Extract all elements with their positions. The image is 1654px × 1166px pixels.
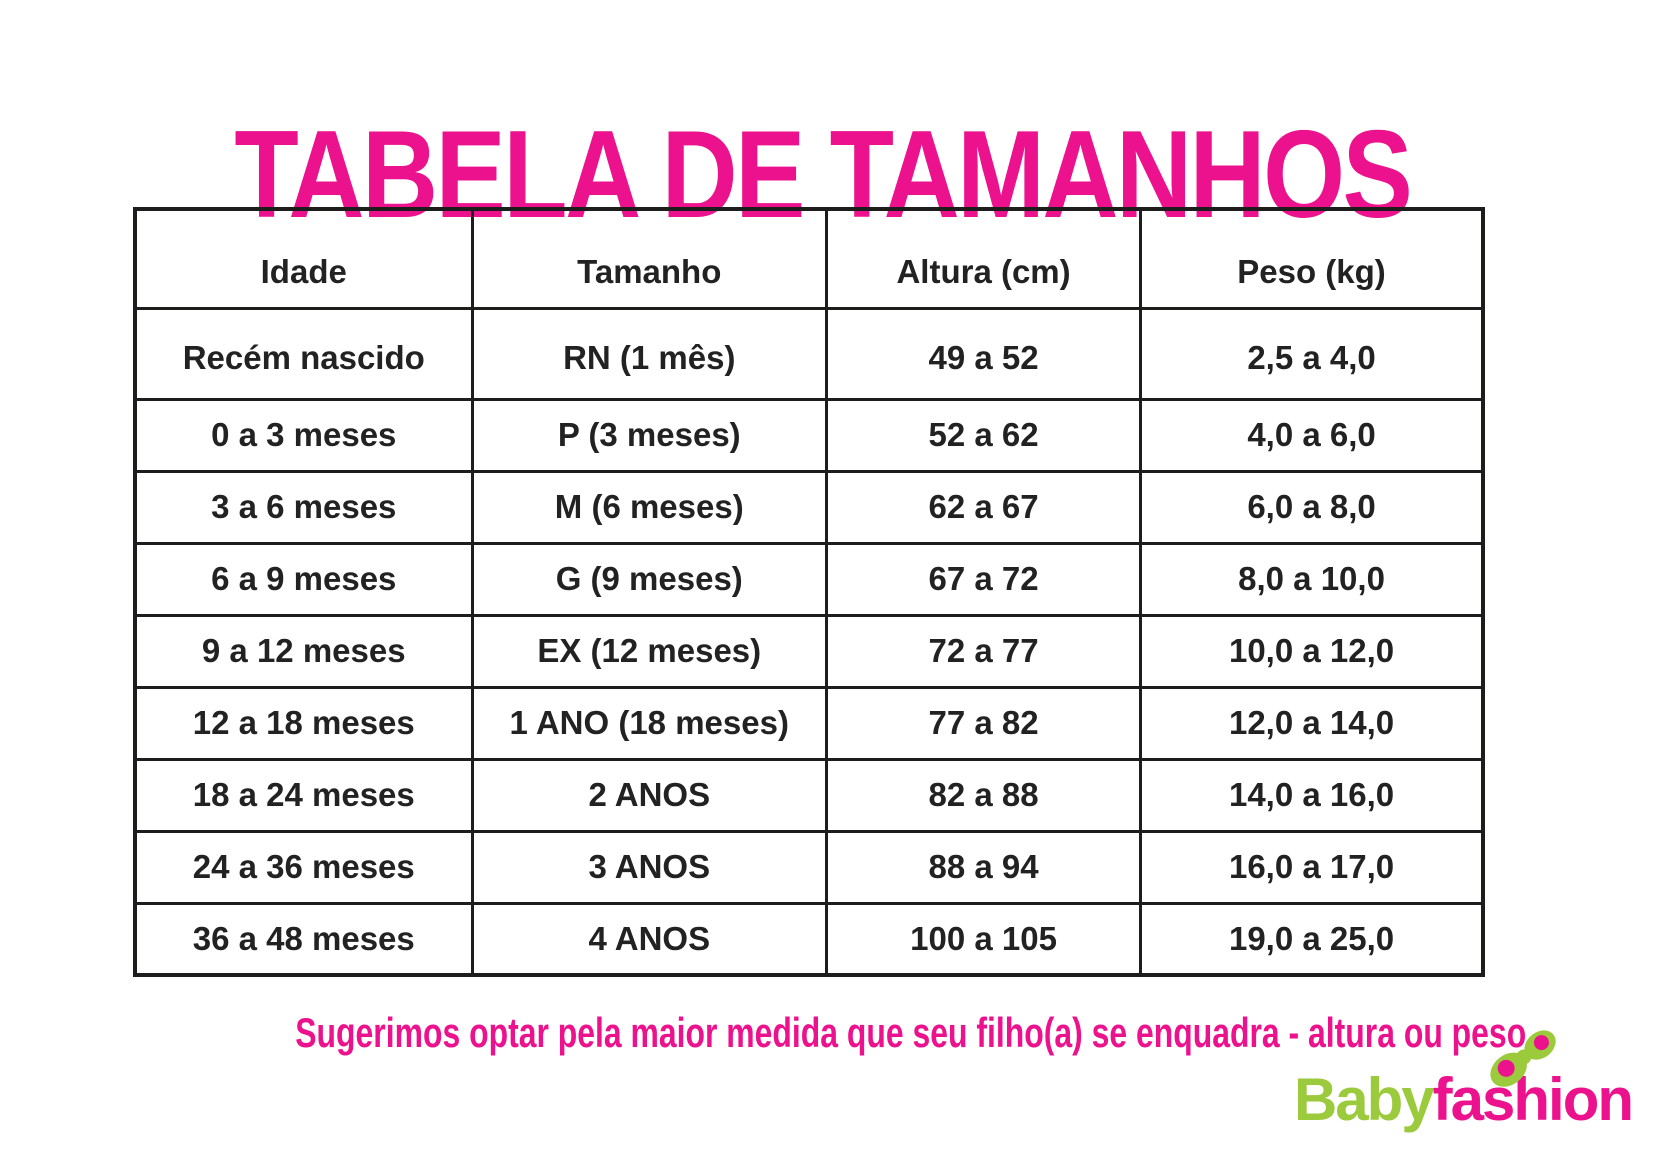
butterfly-bow-icon bbox=[1490, 1030, 1556, 1087]
table-cell: 24 a 36 meses bbox=[133, 829, 474, 905]
logo-text-baby: Baby bbox=[1293, 1066, 1435, 1133]
size-table-body: Recém nascido RN (1 mês) 49 a 52 2,5 a 4,0 0… bbox=[133, 306, 1485, 977]
table-cell: 2 ANOS bbox=[470, 757, 829, 833]
column-header-altura: Altura (cm) bbox=[825, 207, 1143, 310]
table-cell: 72 a 77 bbox=[825, 613, 1143, 689]
table-row: 0 a 3 meses P (3 meses) 52 a 62 4,0 a 6,0 bbox=[133, 397, 1485, 473]
table-row: 9 a 12 meses EX (12 meses) 72 a 77 10,0 a 1… bbox=[133, 613, 1485, 689]
table-cell: 9 a 12 meses bbox=[133, 613, 474, 689]
table-cell: 16,0 a 17,0 bbox=[1139, 829, 1485, 905]
table-row: 12 a 18 meses 1 ANO (18 meses) 77 a 82 12,0… bbox=[133, 685, 1485, 761]
table-cell: 4,0 a 6,0 bbox=[1139, 397, 1485, 473]
column-header-peso: Peso (kg) bbox=[1139, 207, 1485, 310]
table-cell: 12,0 a 14,0 bbox=[1139, 685, 1485, 761]
table-cell: 4 ANOS bbox=[470, 901, 829, 977]
table-cell: 49 a 52 bbox=[825, 306, 1143, 401]
table-cell: 8,0 a 10,0 bbox=[1139, 541, 1485, 617]
table-row: 6 a 9 meses G (9 meses) 67 a 72 8,0 a 10,0 bbox=[133, 541, 1485, 617]
table-cell: 3 a 6 meses bbox=[133, 469, 474, 545]
table-cell: Recém nascido bbox=[133, 306, 474, 401]
table-cell: EX (12 meses) bbox=[470, 613, 829, 689]
table-cell: G (9 meses) bbox=[470, 541, 829, 617]
column-header-idade: Idade bbox=[133, 207, 474, 310]
babyfashion-logo: Babyfashion bbox=[1293, 1030, 1634, 1146]
table-row: 18 a 24 meses 2 ANOS 82 a 88 14,0 a 16,0 bbox=[133, 757, 1485, 833]
table-cell: 36 a 48 meses bbox=[133, 901, 474, 977]
table-cell: 100 a 105 bbox=[825, 901, 1143, 977]
table-cell: M (6 meses) bbox=[470, 469, 829, 545]
table-cell: 88 a 94 bbox=[825, 829, 1143, 905]
table-cell: 14,0 a 16,0 bbox=[1139, 757, 1485, 833]
table-cell: P (3 meses) bbox=[470, 397, 829, 473]
table-cell: 52 a 62 bbox=[825, 397, 1143, 473]
table-cell: 12 a 18 meses bbox=[133, 685, 474, 761]
table-cell: 6,0 a 8,0 bbox=[1139, 469, 1485, 545]
table-cell: 2,5 a 4,0 bbox=[1139, 306, 1485, 401]
table-cell: 10,0 a 12,0 bbox=[1139, 613, 1485, 689]
table-header-row: Idade Tamanho Altura (cm) Peso (kg) bbox=[133, 207, 1485, 310]
table-cell: 1 ANO (18 meses) bbox=[470, 685, 829, 761]
sizing-advice-note: Sugerimos optar pela maior medida que se… bbox=[295, 1009, 1536, 1056]
table-cell: 3 ANOS bbox=[470, 829, 829, 905]
table-cell: 6 a 9 meses bbox=[133, 541, 474, 617]
logo-text-fashion: fashion bbox=[1432, 1066, 1634, 1133]
table-row: Recém nascido RN (1 mês) 49 a 52 2,5 a 4,0 bbox=[133, 306, 1485, 401]
column-header-tamanho: Tamanho bbox=[470, 207, 829, 310]
table-row: 36 a 48 meses 4 ANOS 100 a 105 19,0 a 25,0 bbox=[133, 901, 1485, 977]
table-row: 24 a 36 meses 3 ANOS 88 a 94 16,0 a 17,0 bbox=[133, 829, 1485, 905]
table-cell: 77 a 82 bbox=[825, 685, 1143, 761]
table-cell: 0 a 3 meses bbox=[133, 397, 474, 473]
table-cell: RN (1 mês) bbox=[470, 306, 829, 401]
table-cell: 82 a 88 bbox=[825, 757, 1143, 833]
table-cell: 67 a 72 bbox=[825, 541, 1143, 617]
table-cell: 18 a 24 meses bbox=[133, 757, 474, 833]
table-row: 3 a 6 meses M (6 meses) 62 a 67 6,0 a 8,0 bbox=[133, 469, 1485, 545]
size-table: Idade Tamanho Altura (cm) Peso (kg) Recé… bbox=[133, 207, 1485, 977]
table-cell: 19,0 a 25,0 bbox=[1139, 901, 1485, 977]
table-cell: 62 a 67 bbox=[825, 469, 1143, 545]
